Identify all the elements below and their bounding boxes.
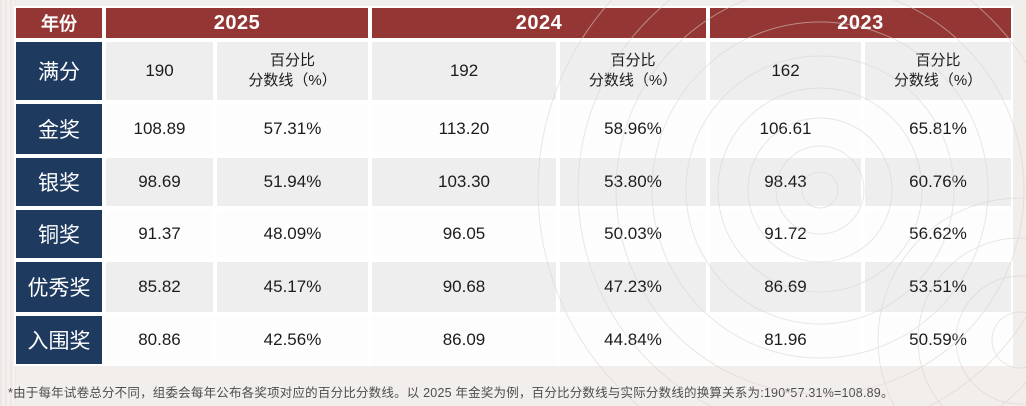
- gold-2025-score: 108.89: [106, 104, 213, 154]
- silver-2025-score: 98.69: [106, 158, 213, 206]
- excellence-2025-pct: 45.17%: [217, 262, 368, 312]
- row-label-full-score: 满分: [16, 42, 102, 100]
- gold-2025-pct: 57.31%: [217, 104, 368, 154]
- row-label-silver: 银奖: [16, 158, 102, 206]
- score-table-grid: 年份 2025 2024 2023 满分 190 百分比 分数线（%） 192 …: [16, 8, 1011, 364]
- pct-header-2025: 百分比 分数线（%）: [217, 42, 368, 100]
- finalist-2024-score: 86.09: [372, 316, 556, 364]
- gold-2023-score: 106.61: [710, 104, 861, 154]
- row-label-excellence: 优秀奖: [16, 262, 102, 312]
- row-label-finalist: 入围奖: [16, 316, 102, 364]
- excellence-2023-pct: 53.51%: [865, 262, 1011, 312]
- score-table: 年份 2025 2024 2023 满分 190 百分比 分数线（%） 192 …: [14, 6, 1013, 366]
- pct-header-2024: 百分比 分数线（%）: [560, 42, 706, 100]
- finalist-2024-pct: 44.84%: [560, 316, 706, 364]
- bronze-2025-pct: 48.09%: [217, 210, 368, 258]
- silver-2025-pct: 51.94%: [217, 158, 368, 206]
- bronze-2024-score: 96.05: [372, 210, 556, 258]
- row-label-gold: 金奖: [16, 104, 102, 154]
- pct-header-line2: 分数线（%）: [588, 72, 678, 89]
- pct-header-line2: 分数线（%）: [248, 72, 337, 89]
- silver-2024-pct: 53.80%: [560, 158, 706, 206]
- corner-header-year: 年份: [16, 8, 102, 38]
- year-header-2024: 2024: [372, 8, 706, 38]
- bronze-2025-score: 91.37: [106, 210, 213, 258]
- full-score-2023: 162: [710, 42, 861, 100]
- finalist-2025-pct: 42.56%: [217, 316, 368, 364]
- excellence-2024-pct: 47.23%: [560, 262, 706, 312]
- bronze-2023-pct: 56.62%: [865, 210, 1011, 258]
- excellence-2025-score: 85.82: [106, 262, 213, 312]
- year-header-2023: 2023: [710, 8, 1011, 38]
- gold-2024-pct: 58.96%: [560, 104, 706, 154]
- gold-2024-score: 113.20: [372, 104, 556, 154]
- silver-2023-pct: 60.76%: [865, 158, 1011, 206]
- pct-header-line2: 分数线（%）: [893, 72, 983, 89]
- pct-header-line1: 百分比: [269, 51, 315, 69]
- gold-2023-pct: 65.81%: [865, 104, 1011, 154]
- paper-texture: [0, 0, 16, 406]
- excellence-2024-score: 90.68: [372, 262, 556, 312]
- excellence-2023-score: 86.69: [710, 262, 861, 312]
- pct-header-2023: 百分比 分数线（%）: [865, 42, 1011, 100]
- silver-2023-score: 98.43: [710, 158, 861, 206]
- full-score-2025: 190: [106, 42, 213, 100]
- pct-header-line1: 百分比: [610, 51, 656, 69]
- finalist-2023-score: 81.96: [710, 316, 861, 364]
- row-label-bronze: 铜奖: [16, 210, 102, 258]
- year-header-2025: 2025: [106, 8, 368, 38]
- bronze-2024-pct: 50.03%: [560, 210, 706, 258]
- silver-2024-score: 103.30: [372, 158, 556, 206]
- footnote: *由于每年试卷总分不同，组委会每年公布各奖项对应的百分比分数线。以 2025 年…: [8, 386, 894, 400]
- full-score-2024: 192: [372, 42, 556, 100]
- bronze-2023-score: 91.72: [710, 210, 861, 258]
- pct-header-line1: 百分比: [915, 51, 961, 69]
- finalist-2025-score: 80.86: [106, 316, 213, 364]
- finalist-2023-pct: 50.59%: [865, 316, 1011, 364]
